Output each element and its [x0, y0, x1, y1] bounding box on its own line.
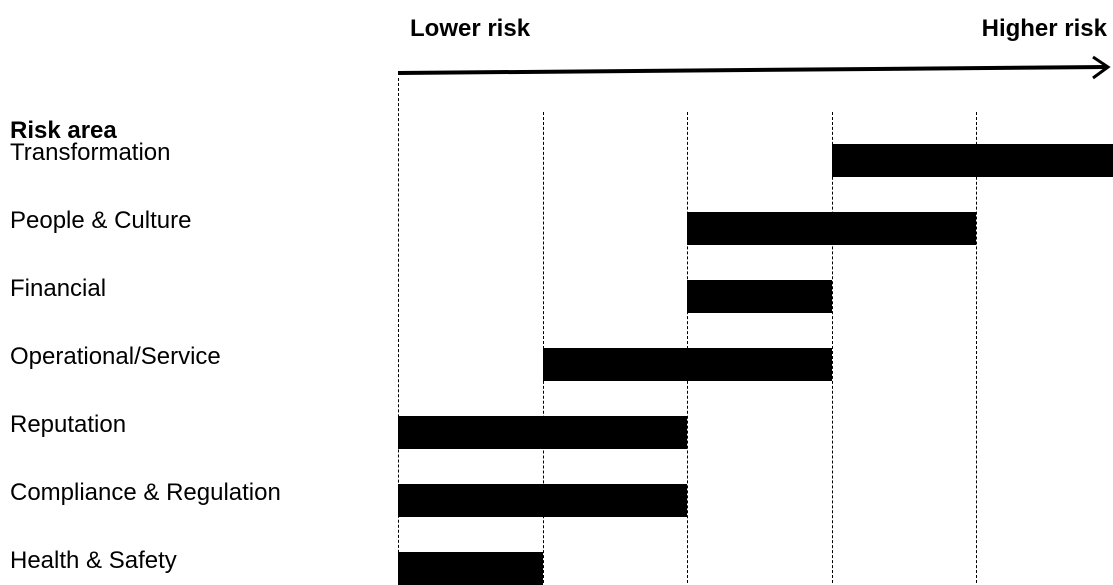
lower-risk-label: Lower risk [410, 15, 531, 42]
risk-range-bar [398, 552, 543, 585]
risk-area-label: People & Culture [10, 207, 192, 234]
risk-range-bar [687, 212, 976, 245]
higher-risk-label: Higher risk [981, 15, 1107, 42]
gridline [832, 112, 833, 583]
gridline [976, 112, 977, 583]
risk-direction-arrow [397, 55, 1111, 80]
risk-area-label: Operational/Service [10, 343, 221, 370]
risk-area-label: Financial [10, 275, 107, 302]
risk-area-label: Health & Safety [10, 547, 177, 574]
gridline [543, 112, 544, 583]
risk-range-bar [543, 348, 832, 381]
risk-range-bar [398, 484, 687, 517]
gridline [398, 78, 399, 583]
risk-area-label: Compliance & Regulation [10, 479, 281, 506]
risk-range-bar [832, 144, 1113, 177]
risk-area-heading: Risk area [10, 117, 117, 144]
risk-area-label: Transformation [10, 139, 171, 166]
gridline [687, 112, 688, 583]
risk-range-bar [398, 416, 687, 449]
risk-range-bar [687, 280, 832, 313]
risk-area-label: Reputation [10, 411, 127, 438]
